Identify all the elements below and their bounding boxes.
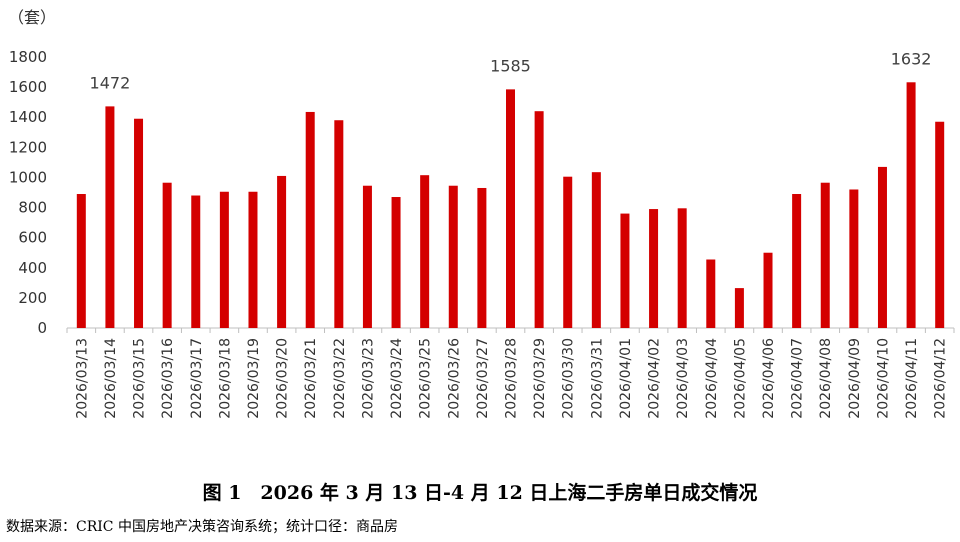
bar xyxy=(420,175,430,328)
y-axis-unit-label: （套） xyxy=(8,8,57,27)
data-source-note: 数据来源：CRIC 中国房地产决策咨询系统；统计口径：商品房 xyxy=(6,519,398,535)
bar xyxy=(277,175,287,328)
x-tick-label: 2026/03/13 xyxy=(74,338,90,419)
bar xyxy=(877,166,887,328)
x-tick-label: 2026/04/03 xyxy=(675,338,691,419)
x-tick-label: 2026/04/09 xyxy=(847,338,863,419)
bar xyxy=(649,209,659,328)
y-tick-label: 1000 xyxy=(9,168,47,186)
bar xyxy=(563,176,573,328)
x-tick-label: 2026/03/20 xyxy=(275,338,291,419)
bar xyxy=(391,197,401,328)
x-tick-label: 2026/03/29 xyxy=(532,338,548,419)
x-tick-label: 2026/03/31 xyxy=(589,338,605,419)
bar xyxy=(534,111,544,328)
x-tick-label: 2026/04/11 xyxy=(904,338,920,419)
figure-caption: 图 1 2026 年 3 月 13 日-4 月 12 日上海二手房单日成交情况 xyxy=(202,482,758,504)
bar xyxy=(134,118,144,328)
bar xyxy=(677,208,687,328)
y-tick-label: 0 xyxy=(37,319,47,337)
bar xyxy=(734,288,744,328)
bar xyxy=(792,194,802,328)
x-tick-label: 2026/03/22 xyxy=(332,338,348,419)
bar xyxy=(191,195,201,328)
x-tick-label: 2026/03/21 xyxy=(303,338,319,419)
bar xyxy=(219,191,229,328)
bar xyxy=(76,194,86,328)
y-tick-label: 1800 xyxy=(9,48,47,66)
bar xyxy=(162,182,172,328)
bar xyxy=(849,189,859,328)
data-label: 1585 xyxy=(490,56,531,75)
bar xyxy=(477,187,487,328)
x-tick-label: 2026/04/07 xyxy=(790,338,806,419)
y-tick-label: 800 xyxy=(18,199,47,217)
bar xyxy=(334,120,344,328)
data-label: 1632 xyxy=(891,49,932,68)
x-tick-label: 2026/04/04 xyxy=(704,338,720,419)
x-tick-label: 2026/04/02 xyxy=(647,338,663,419)
y-tick-label: 1600 xyxy=(9,78,47,96)
x-tick-label: 2026/03/28 xyxy=(504,338,520,419)
x-tick-label: 2026/03/27 xyxy=(475,338,491,419)
data-label: 1472 xyxy=(90,73,131,92)
x-tick-label: 2026/03/23 xyxy=(360,338,376,419)
bar xyxy=(362,185,372,328)
bar xyxy=(620,213,630,328)
x-tick-label: 2026/04/10 xyxy=(875,338,891,419)
x-tick-label: 2026/03/15 xyxy=(132,338,148,419)
bar xyxy=(448,185,458,328)
bar xyxy=(506,89,515,328)
bar xyxy=(248,191,258,328)
y-tick-label: 1400 xyxy=(9,108,47,126)
y-tick-label: 600 xyxy=(18,229,47,247)
bar xyxy=(906,82,916,328)
x-tick-label: 2026/03/30 xyxy=(561,338,577,419)
bar xyxy=(105,106,115,328)
x-tick-label: 2026/03/26 xyxy=(446,338,462,419)
bar xyxy=(935,121,945,328)
x-tick-label: 2026/03/25 xyxy=(418,338,434,419)
y-tick-label: 200 xyxy=(18,289,47,307)
bar xyxy=(820,182,830,328)
bar xyxy=(305,111,315,328)
bar xyxy=(763,252,773,328)
x-tick-label: 2026/03/19 xyxy=(246,338,262,419)
x-tick-label: 2026/04/08 xyxy=(818,338,834,419)
x-tick-label: 2026/03/18 xyxy=(217,338,233,419)
x-tick-label: 2026/03/24 xyxy=(389,338,405,419)
x-tick-label: 2026/03/14 xyxy=(103,338,119,419)
y-tick-label: 400 xyxy=(18,259,47,277)
bar xyxy=(591,172,601,328)
x-tick-label: 2026/04/05 xyxy=(732,338,748,419)
y-tick-label: 1200 xyxy=(9,138,47,156)
x-tick-label: 2026/04/12 xyxy=(933,338,949,419)
x-tick-label: 2026/03/16 xyxy=(160,338,176,419)
x-tick-label: 2026/04/01 xyxy=(618,338,634,419)
x-tick-label: 2026/03/17 xyxy=(189,338,205,419)
x-tick-label: 2026/04/06 xyxy=(761,338,777,419)
bar xyxy=(706,259,716,328)
bar-chart: 0 200 400 600 800 1000 1200 1400 1600 1800 2026/03… xyxy=(9,48,955,419)
